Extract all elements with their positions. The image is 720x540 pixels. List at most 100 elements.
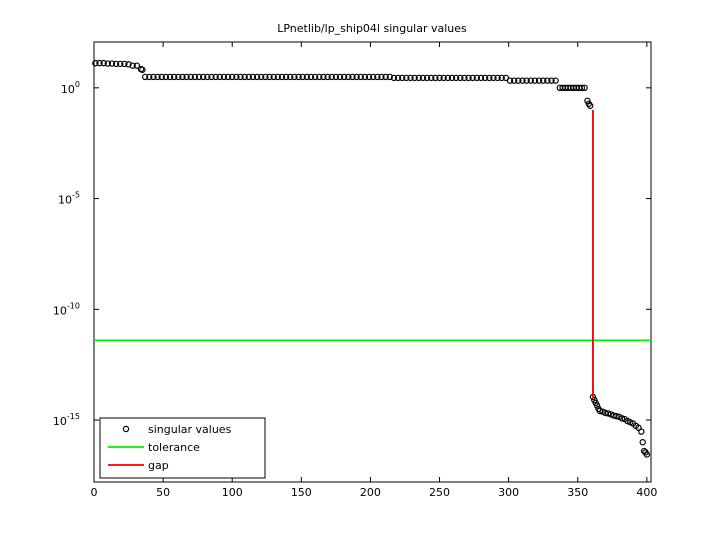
data-point <box>490 74 497 82</box>
data-point <box>473 74 481 82</box>
data-point <box>274 73 282 81</box>
data-point <box>154 73 161 81</box>
data-point <box>162 73 170 81</box>
data-point <box>444 74 452 82</box>
data-point <box>117 60 124 68</box>
data-point <box>539 77 547 84</box>
data-point <box>523 77 530 84</box>
data-point <box>403 74 410 82</box>
data-point <box>527 77 534 84</box>
y-tick-label: 10-10 <box>53 301 80 318</box>
data-point <box>544 77 551 84</box>
data-point <box>353 73 360 81</box>
data-point <box>320 73 327 81</box>
data-point <box>100 59 107 67</box>
data-point <box>266 73 273 81</box>
data-point <box>407 74 414 82</box>
data-point <box>241 73 248 81</box>
data-point <box>170 73 178 81</box>
data-point <box>596 407 604 415</box>
y-tick-exponent: -5 <box>72 190 80 199</box>
y-tick-exponent: -10 <box>67 301 80 310</box>
data-point <box>419 74 427 82</box>
data-point <box>382 73 389 81</box>
data-point <box>548 77 555 84</box>
data-point <box>179 73 186 81</box>
data-point <box>639 439 646 446</box>
x-tick-label: 400 <box>636 486 657 499</box>
plot-frame <box>93 41 652 483</box>
data-point <box>394 74 402 82</box>
data-point <box>428 74 435 82</box>
data-point <box>477 74 485 82</box>
data-point <box>108 60 116 67</box>
data-point <box>506 77 514 84</box>
data-point <box>299 73 306 81</box>
x-tick-label: 100 <box>222 486 243 499</box>
data-point <box>613 412 620 420</box>
data-point <box>461 74 468 82</box>
y-tick-exponent: -15 <box>67 412 80 421</box>
x-tick-label: 0 <box>91 486 98 499</box>
data-point <box>245 73 252 81</box>
data-point <box>253 73 261 81</box>
data-point <box>494 74 501 82</box>
data-point <box>531 77 539 84</box>
data-point <box>278 73 286 81</box>
data-point <box>586 102 594 109</box>
y-tick-exponent: 0 <box>75 79 80 88</box>
data-point <box>104 60 112 67</box>
legend-label: tolerance <box>148 441 200 454</box>
data-point <box>96 59 103 67</box>
x-tick-label: 250 <box>429 486 450 499</box>
data-point <box>369 73 377 81</box>
data-point <box>220 73 228 81</box>
data-point <box>311 73 319 81</box>
data-point <box>332 73 340 81</box>
data-point <box>349 73 356 81</box>
data-point <box>593 402 601 409</box>
data-point <box>150 73 157 81</box>
y-tick-base: 10 <box>53 304 67 317</box>
data-point <box>415 74 423 82</box>
data-point <box>486 74 493 82</box>
data-point <box>92 59 99 67</box>
data-point <box>552 77 559 84</box>
x-tick-label: 150 <box>291 486 312 499</box>
data-point <box>448 74 456 82</box>
data-point <box>436 74 443 82</box>
data-point <box>129 62 136 69</box>
data-point <box>519 77 526 84</box>
chart-title: LPnetlib/lp_ship04l singular values <box>277 22 467 35</box>
data-point <box>224 73 232 81</box>
data-point <box>199 73 207 81</box>
data-point <box>365 73 373 81</box>
x-tick-label: 300 <box>498 486 519 499</box>
data-point <box>295 73 302 81</box>
data-point <box>233 73 240 81</box>
data-point <box>328 73 335 81</box>
data-point <box>440 74 447 82</box>
data-point <box>208 73 215 81</box>
data-point <box>262 73 269 81</box>
data-point <box>361 73 369 81</box>
data-point <box>465 74 472 82</box>
data-point <box>237 73 244 81</box>
data-point <box>340 73 348 81</box>
data-point <box>510 77 518 84</box>
y-tick-base: 10 <box>53 415 67 428</box>
data-point <box>303 73 311 81</box>
data-point <box>146 73 153 81</box>
x-tick-label: 200 <box>360 486 381 499</box>
y-tick-base: 10 <box>58 194 72 207</box>
data-point <box>411 74 418 82</box>
data-point <box>183 73 190 81</box>
data-point <box>602 409 609 417</box>
data-point <box>452 74 460 82</box>
x-tick-label: 350 <box>567 486 588 499</box>
data-point <box>133 62 141 69</box>
data-point <box>324 73 331 81</box>
legend-label: singular values <box>148 423 232 436</box>
data-point <box>469 74 476 82</box>
